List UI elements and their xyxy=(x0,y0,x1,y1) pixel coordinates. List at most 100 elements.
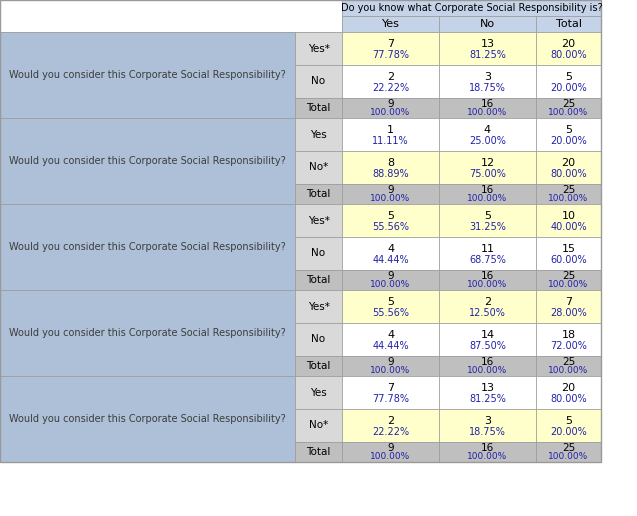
Text: 8: 8 xyxy=(387,157,394,168)
Bar xyxy=(342,184,439,204)
Text: Total: Total xyxy=(306,189,331,199)
Text: 72.00%: 72.00% xyxy=(550,341,587,351)
Text: 18.75%: 18.75% xyxy=(469,427,506,437)
Text: 5: 5 xyxy=(387,297,394,307)
Bar xyxy=(342,118,439,151)
Text: 25: 25 xyxy=(562,443,575,454)
Text: 5: 5 xyxy=(565,415,572,426)
Bar xyxy=(439,204,536,237)
Bar xyxy=(295,118,342,151)
Bar xyxy=(0,118,295,204)
Text: 7: 7 xyxy=(565,297,572,307)
Bar xyxy=(0,0,601,462)
Text: 31.25%: 31.25% xyxy=(469,222,506,232)
Text: 3: 3 xyxy=(484,415,491,426)
Bar xyxy=(295,65,342,98)
Text: 3: 3 xyxy=(484,72,491,82)
Text: 15: 15 xyxy=(561,244,575,253)
Bar xyxy=(439,237,536,270)
Text: Total: Total xyxy=(306,361,331,371)
Text: Yes*: Yes* xyxy=(308,301,329,312)
Text: 100.00%: 100.00% xyxy=(468,194,508,203)
Text: Total: Total xyxy=(306,447,331,457)
Text: 77.78%: 77.78% xyxy=(372,394,409,404)
Text: 11: 11 xyxy=(480,244,494,253)
Text: 5: 5 xyxy=(484,211,491,220)
Text: 44.44%: 44.44% xyxy=(372,255,409,265)
Text: Would you consider this Corporate Social Responsibility?: Would you consider this Corporate Social… xyxy=(9,414,286,424)
Bar xyxy=(439,442,536,462)
Text: 5: 5 xyxy=(565,72,572,82)
Text: 10: 10 xyxy=(561,211,575,220)
Bar xyxy=(439,356,536,376)
Bar xyxy=(536,204,601,237)
Bar xyxy=(295,409,342,442)
Text: Yes: Yes xyxy=(382,19,399,29)
Text: Yes*: Yes* xyxy=(308,216,329,225)
Bar xyxy=(439,270,536,290)
Text: No*: No* xyxy=(309,421,328,430)
Text: 2: 2 xyxy=(387,415,394,426)
Text: 100.00%: 100.00% xyxy=(468,280,508,289)
Bar xyxy=(295,151,342,184)
Text: 25.00%: 25.00% xyxy=(469,136,506,146)
Text: Would you consider this Corporate Social Responsibility?: Would you consider this Corporate Social… xyxy=(9,156,286,166)
Text: 16: 16 xyxy=(481,185,494,196)
Bar xyxy=(295,376,342,409)
Text: 4: 4 xyxy=(387,244,394,253)
Bar xyxy=(342,442,439,462)
Bar xyxy=(295,323,342,356)
Bar xyxy=(439,16,536,32)
Text: 100.00%: 100.00% xyxy=(548,194,589,203)
Bar xyxy=(295,98,342,118)
Text: 2: 2 xyxy=(484,297,491,307)
Text: 9: 9 xyxy=(387,443,394,454)
Bar xyxy=(439,376,536,409)
Bar xyxy=(342,65,439,98)
Bar xyxy=(342,270,439,290)
Bar xyxy=(342,237,439,270)
Bar xyxy=(0,32,295,118)
Text: 20: 20 xyxy=(561,157,576,168)
Text: 100.00%: 100.00% xyxy=(370,452,411,461)
Bar xyxy=(536,184,601,204)
Text: 13: 13 xyxy=(480,382,494,393)
Text: 77.78%: 77.78% xyxy=(372,50,409,60)
Bar xyxy=(536,290,601,323)
Bar xyxy=(536,323,601,356)
Text: 9: 9 xyxy=(387,185,394,196)
Text: 14: 14 xyxy=(480,330,494,340)
Text: 100.00%: 100.00% xyxy=(370,366,411,375)
Text: 25: 25 xyxy=(562,358,575,367)
Text: 18.75%: 18.75% xyxy=(469,83,506,93)
Text: 13: 13 xyxy=(480,39,494,49)
Text: 11.11%: 11.11% xyxy=(372,136,409,146)
Bar xyxy=(342,204,439,237)
Bar xyxy=(536,409,601,442)
Text: 80.00%: 80.00% xyxy=(550,50,587,60)
Bar xyxy=(536,65,601,98)
Bar xyxy=(295,356,342,376)
Text: 22.22%: 22.22% xyxy=(372,427,409,437)
Text: Yes: Yes xyxy=(310,130,327,139)
Text: 9: 9 xyxy=(387,358,394,367)
Text: 16: 16 xyxy=(481,358,494,367)
Text: 4: 4 xyxy=(484,124,491,135)
Bar xyxy=(439,118,536,151)
Bar xyxy=(439,151,536,184)
Bar xyxy=(0,290,295,376)
Bar xyxy=(439,184,536,204)
Bar xyxy=(536,151,601,184)
Bar xyxy=(342,323,439,356)
Bar xyxy=(0,376,295,462)
Bar xyxy=(295,237,342,270)
Text: Total: Total xyxy=(306,275,331,285)
Bar xyxy=(536,356,601,376)
Bar xyxy=(342,290,439,323)
Bar xyxy=(439,323,536,356)
Text: 100.00%: 100.00% xyxy=(468,452,508,461)
Bar xyxy=(342,32,439,65)
Text: Would you consider this Corporate Social Responsibility?: Would you consider this Corporate Social… xyxy=(9,328,286,338)
Text: 20: 20 xyxy=(561,382,576,393)
Text: 20.00%: 20.00% xyxy=(550,136,587,146)
